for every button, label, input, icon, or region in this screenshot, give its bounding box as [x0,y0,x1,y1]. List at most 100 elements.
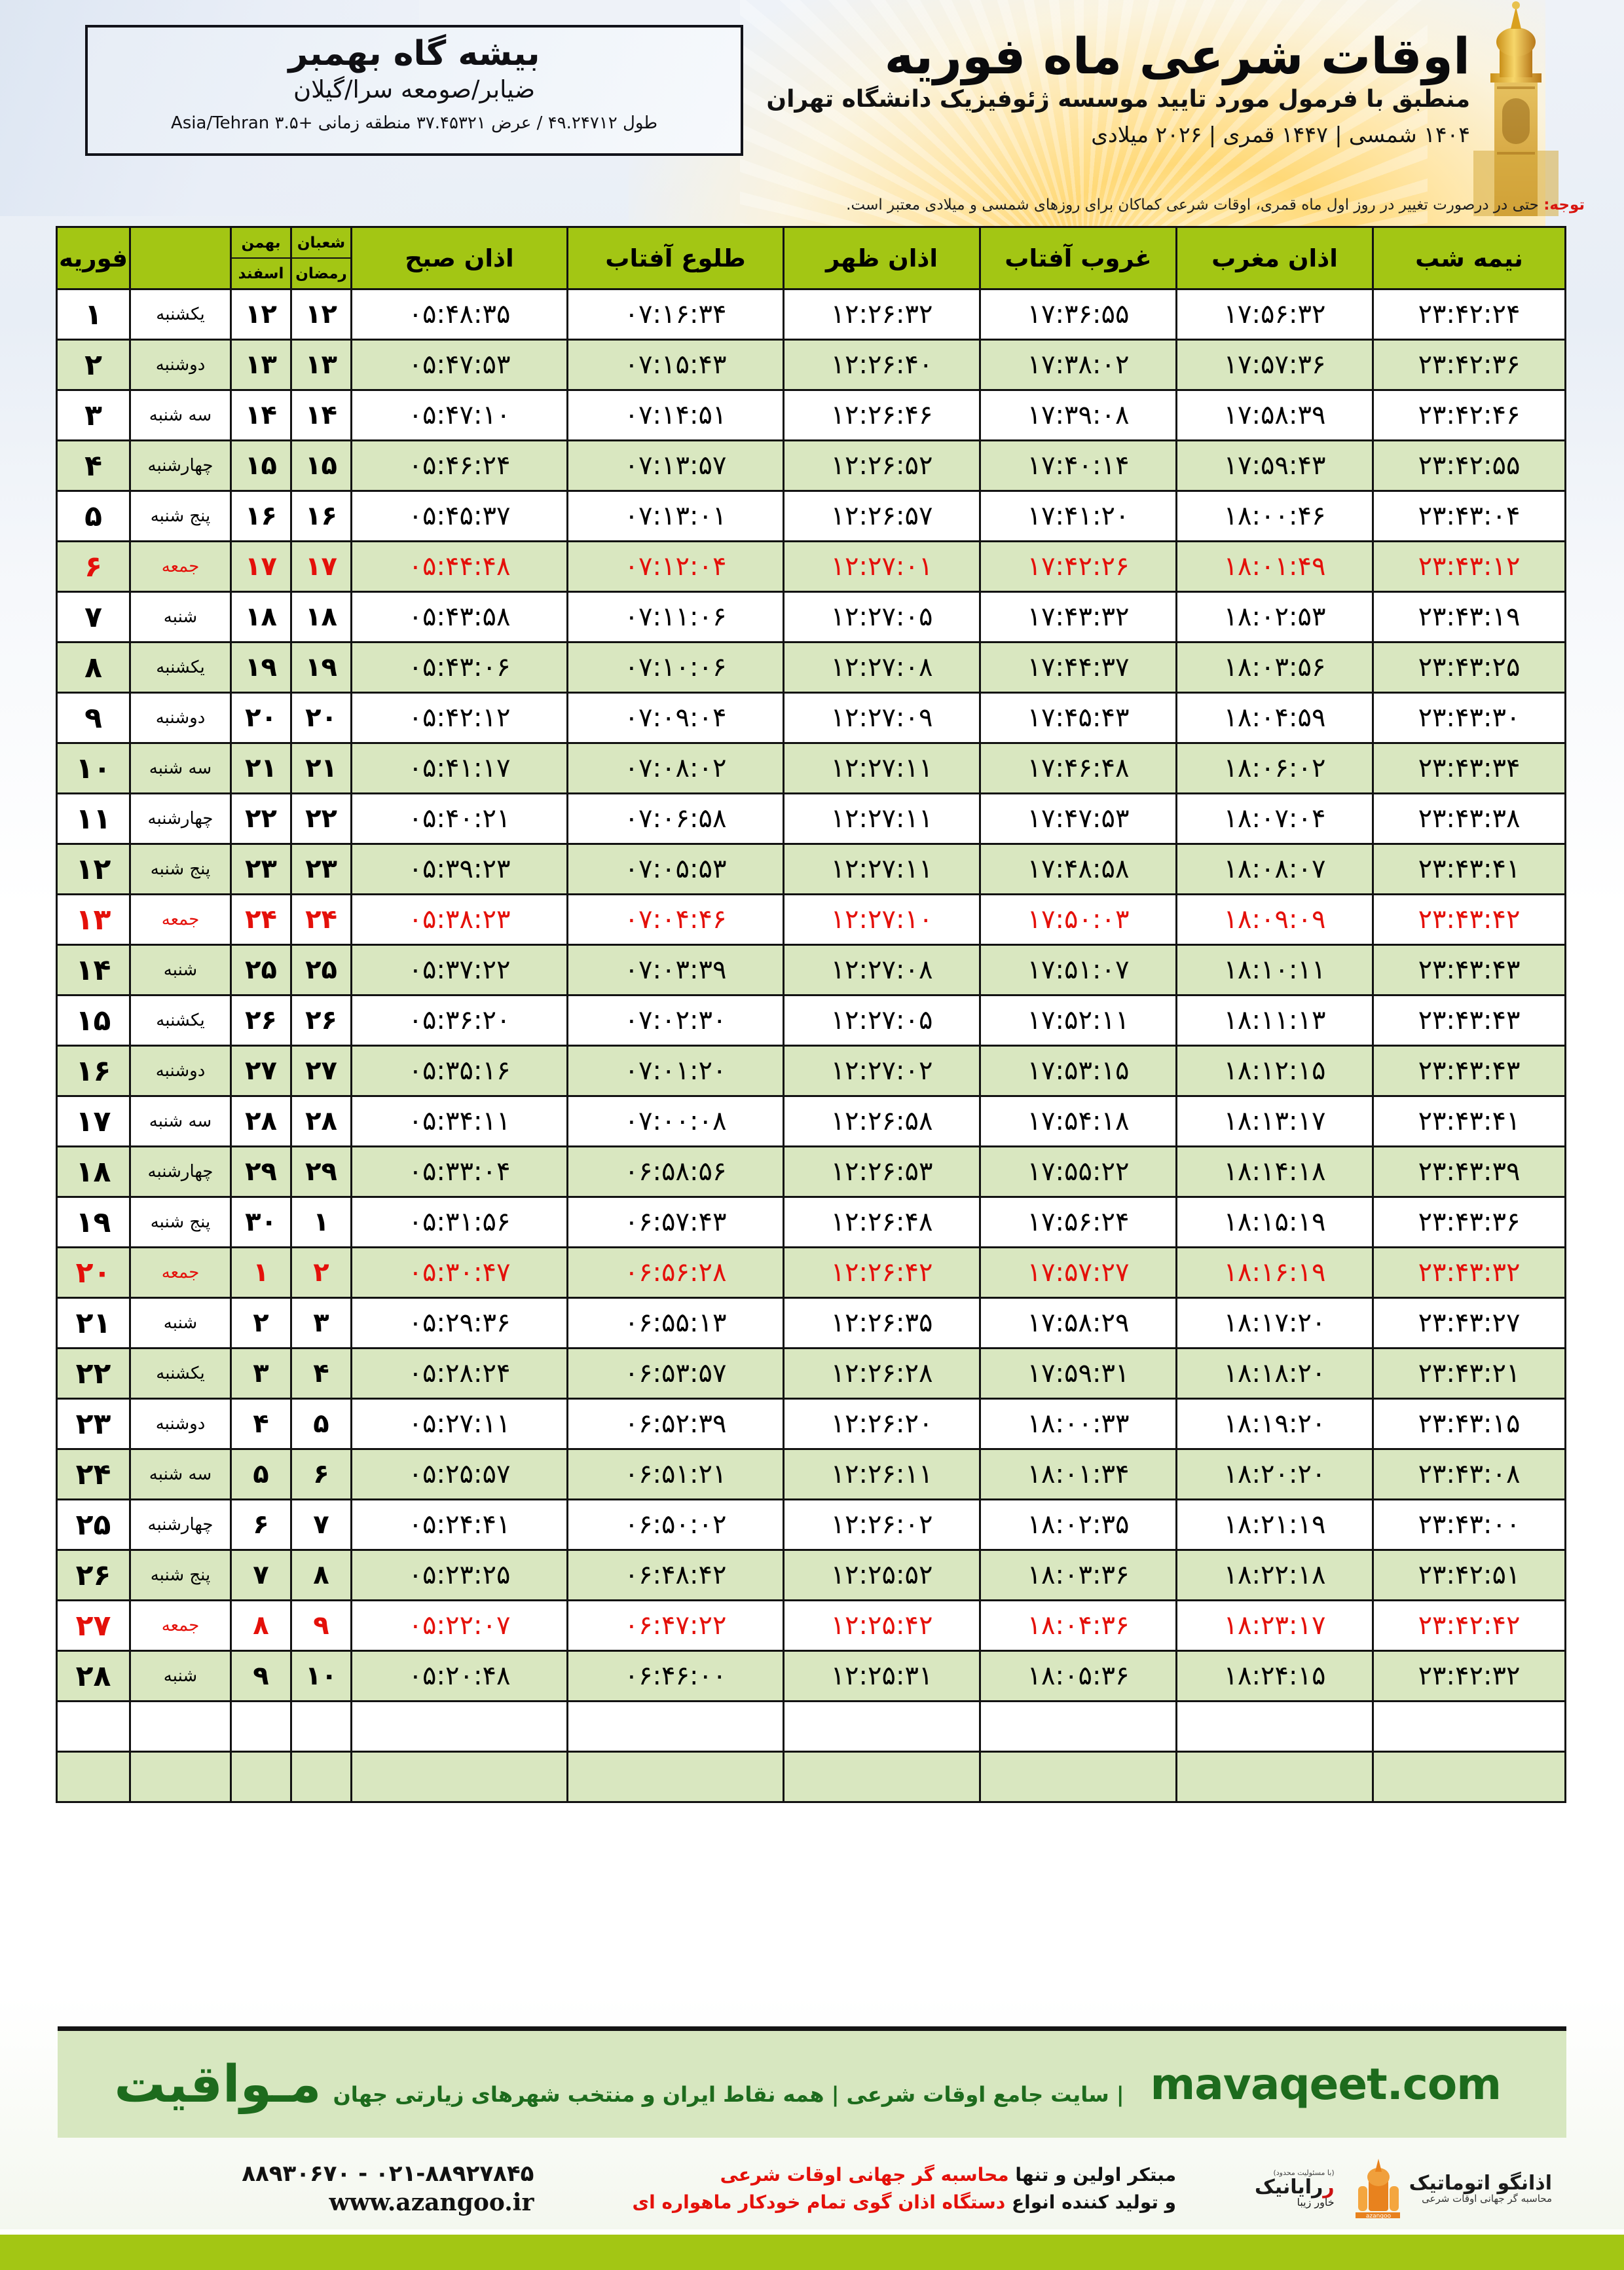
cell-maghrib: ۱۸:۲۲:۱۸ [1175,1549,1374,1601]
cell-sunrise: ۰۷:۱۱:۰۶ [566,591,784,643]
cell-empty [1372,1700,1566,1753]
cell-solar: ۲۴ [230,893,292,946]
col-header-ramadan: رمضان [295,265,347,282]
table-row: ۲۳:۴۳:۴۱ ۱۸:۱۳:۱۷ ۱۷:۵۴:۱۸ ۱۲:۲۶:۵۸ ۰۷:۰۰:۰۸… [56,1095,1566,1147]
location-coordinates: طول ۴۹.۲۴۷۱۲ / عرض ۳۷.۴۵۳۲۱ منطقه زمانی … [170,113,658,134]
cell-sunrise: ۰۶:۵۷:۴۳ [566,1196,784,1248]
cell-solar: ۱۴ [230,389,292,441]
cell-weekday: شنبه [129,944,232,996]
cell-sunset: ۱۷:۴۳:۳۲ [979,591,1177,643]
cell-feb: ۵ [56,490,131,542]
cell-sunset: ۱۷:۴۱:۲۰ [979,490,1177,542]
contact-phone: ۰۲۱-۸۸۹۲۷۸۴۵ - ۸۸۹۳۰۶۷۰ [242,2161,534,2187]
cell-feb: ۱۸ [56,1145,131,1198]
cell-lunar: ۲۸ [290,1095,352,1147]
cell-fajr: ۰۵:۴۱:۱۷ [350,742,568,794]
cell-feb: ۶ [56,540,131,593]
cell-fajr: ۰۵:۴۶:۲۴ [350,439,568,492]
cell-fajr: ۰۵:۴۲:۱۲ [350,692,568,744]
cell-weekday: چهارشنبه [129,439,232,492]
col-header-fajr: اذان صبح [350,226,568,290]
cell-feb: ۱۹ [56,1196,131,1248]
cell-sunset: ۱۷:۵۵:۲۲ [979,1145,1177,1198]
cell-empty [129,1751,232,1803]
table-row: ۲۳:۴۳:۰۴ ۱۸:۰۰:۴۶ ۱۷:۴۱:۲۰ ۱۲:۲۶:۵۷ ۰۷:۱۳:۰۱… [56,490,1566,542]
cell-maghrib: ۱۸:۰۸:۰۷ [1175,843,1374,895]
table-row-empty [56,1751,1566,1803]
prayer-times-table-wrapper: نیمه شب اذان مغرب غروب آفتاب اذان ظهر طل… [56,226,1566,1803]
table-row: ۲۳:۴۳:۴۲ ۱۸:۰۹:۰۹ ۱۷:۵۰:۰۳ ۱۲:۲۷:۱۰ ۰۷:۰۴:۴۶… [56,893,1566,946]
cell-dhuhr: ۱۲:۲۷:۱۰ [783,893,981,946]
cell-maghrib: ۱۷:۵۶:۳۲ [1175,288,1374,341]
footer-domain[interactable]: mavaqeet.com [1150,2059,1502,2110]
cell-weekday: چهارشنبه [129,1145,232,1198]
cell-lunar: ۲۳ [290,843,352,895]
cell-midnight: ۲۳:۴۳:۳۲ [1372,1246,1566,1299]
col-header-shaban: شعبان [292,228,350,259]
cell-midnight: ۲۳:۴۳:۴۳ [1372,944,1566,996]
cell-sunrise: ۰۶:۴۷:۲۲ [566,1599,784,1652]
col-header-midnight: نیمه شب [1372,226,1566,290]
cell-solar: ۲ [230,1297,292,1349]
cell-sunset: ۱۷:۴۸:۵۸ [979,843,1177,895]
title-block: اوقات شرعی ماه فوریه منطبق با فرمول مورد… [756,30,1471,147]
cell-dhuhr: ۱۲:۲۷:۱۱ [783,742,981,794]
cell-lunar: ۱۴ [290,389,352,441]
cell-fajr: ۰۵:۴۴:۴۸ [350,540,568,593]
location-box: بیشه گاه بهمبر ضیابر/صومعه سرا/گیلان طول… [85,25,743,156]
cell-empty [1372,1751,1566,1803]
cell-empty [290,1700,352,1753]
cell-feb: ۲۴ [56,1448,131,1500]
cell-maghrib: ۱۸:۱۸:۲۰ [1175,1347,1374,1400]
cell-fajr: ۰۵:۴۷:۱۰ [350,389,568,441]
table-row: ۲۳:۴۳:۴۳ ۱۸:۱۱:۱۳ ۱۷:۵۲:۱۱ ۱۲:۲۷:۰۵ ۰۷:۰۲:۳۰… [56,994,1566,1047]
svg-text:azangoo: azangoo [1366,2213,1392,2220]
cell-empty [290,1751,352,1803]
cell-weekday: شنبه [129,1297,232,1349]
azangoo-logo[interactable]: اذانگو اتوماتیک محاسبه گر جهانی اوقات شر… [1352,2157,1552,2220]
cell-feb: ۱ [56,288,131,341]
cell-midnight: ۲۳:۴۲:۴۶ [1372,389,1566,441]
slogan1-prefix: مبتکر اولین و تنها [1008,2164,1177,2186]
cell-lunar: ۱۸ [290,591,352,643]
cell-weekday: دوشنبه [129,339,232,391]
note-label: توجه: [1543,196,1585,214]
cell-empty [783,1700,981,1753]
cell-midnight: ۲۳:۴۳:۰۰ [1372,1498,1566,1551]
page-header: بیشه گاه بهمبر ضیابر/صومعه سرا/گیلان طول… [0,0,1624,203]
cell-fajr: ۰۵:۴۳:۵۸ [350,591,568,643]
cell-midnight: ۲۳:۴۳:۴۳ [1372,1045,1566,1097]
cell-feb: ۲۲ [56,1347,131,1400]
cell-lunar: ۶ [290,1448,352,1500]
cell-maghrib: ۱۷:۵۹:۴۳ [1175,439,1374,492]
cell-weekday: جمعه [129,1246,232,1299]
cell-dhuhr: ۱۲:۲۷:۰۱ [783,540,981,593]
table-row: ۲۳:۴۲:۵۵ ۱۷:۵۹:۴۳ ۱۷:۴۰:۱۴ ۱۲:۲۶:۵۲ ۰۷:۱۳:۵۷… [56,439,1566,492]
cell-weekday: جمعه [129,540,232,593]
cell-weekday: دوشنبه [129,1398,232,1450]
rayanik-logo[interactable]: (با مسئولیت محدود) ررایانیک خاور زیبا [1255,2169,1335,2208]
cell-lunar: ۲۶ [290,994,352,1047]
cell-solar: ۶ [230,1498,292,1551]
cell-dhuhr: ۱۲:۲۶:۲۸ [783,1347,981,1400]
cell-lunar: ۵ [290,1398,352,1450]
cell-lunar: ۲۱ [290,742,352,794]
cell-weekday: دوشنبه [129,1045,232,1097]
cell-lunar: ۱۵ [290,439,352,492]
table-row: ۲۳:۴۲:۳۶ ۱۷:۵۷:۳۶ ۱۷:۳۸:۰۲ ۱۲:۲۶:۴۰ ۰۷:۱۵:۴۳… [56,339,1566,391]
cell-dhuhr: ۱۲:۲۷:۰۸ [783,641,981,694]
cell-sunrise: ۰۶:۴۶:۰۰ [566,1650,784,1702]
cell-sunrise: ۰۷:۰۰:۰۸ [566,1095,784,1147]
cell-empty [230,1751,292,1803]
cell-fajr: ۰۵:۲۲:۰۷ [350,1599,568,1652]
cell-fajr: ۰۵:۳۱:۵۶ [350,1196,568,1248]
cell-lunar: ۱۶ [290,490,352,542]
cell-dhuhr: ۱۲:۲۵:۳۱ [783,1650,981,1702]
cell-maghrib: ۱۷:۵۷:۳۶ [1175,339,1374,391]
contact-website[interactable]: www.azangoo.ir [329,2188,534,2216]
cell-sunset: ۱۷:۵۶:۲۴ [979,1196,1177,1248]
cell-feb: ۱۴ [56,944,131,996]
cell-maghrib: ۱۸:۱۹:۲۰ [1175,1398,1374,1450]
bottom-slogan-line2: و تولید کننده انواع دستگاه اذان گوی تمام… [632,2189,1176,2216]
cell-fajr: ۰۵:۳۹:۲۳ [350,843,568,895]
